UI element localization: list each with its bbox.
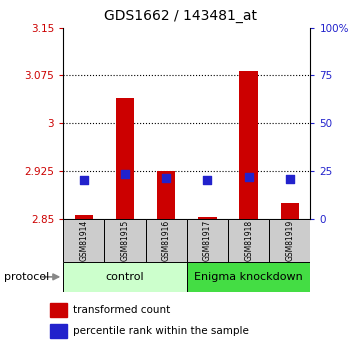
- Bar: [116, 98, 134, 219]
- Bar: [104, 219, 145, 262]
- Bar: [145, 219, 187, 262]
- Point: [246, 174, 252, 180]
- Bar: [280, 203, 299, 219]
- Bar: [50, 303, 67, 317]
- Text: GSM81915: GSM81915: [121, 220, 130, 261]
- Text: control: control: [106, 272, 144, 282]
- Bar: [187, 219, 228, 262]
- Point: [287, 176, 293, 181]
- Text: GSM81918: GSM81918: [244, 220, 253, 261]
- Text: GDS1662 / 143481_at: GDS1662 / 143481_at: [104, 9, 257, 23]
- Bar: [63, 262, 187, 292]
- Point: [122, 172, 128, 177]
- Bar: [187, 262, 310, 292]
- Bar: [228, 219, 269, 262]
- Bar: [63, 219, 104, 262]
- Text: Enigma knockdown: Enigma knockdown: [194, 272, 303, 282]
- Bar: [50, 324, 67, 338]
- Bar: [74, 215, 93, 219]
- Point: [205, 177, 210, 182]
- Text: percentile rank within the sample: percentile rank within the sample: [73, 326, 249, 336]
- Bar: [239, 71, 258, 219]
- Bar: [269, 219, 310, 262]
- Bar: [198, 217, 217, 219]
- Text: GSM81917: GSM81917: [203, 220, 212, 261]
- Text: GSM81916: GSM81916: [162, 220, 171, 261]
- Bar: [157, 170, 175, 219]
- Text: GSM81919: GSM81919: [285, 220, 294, 261]
- Point: [163, 176, 169, 181]
- Point: [81, 177, 87, 182]
- Text: GSM81914: GSM81914: [79, 220, 88, 261]
- Text: transformed count: transformed count: [73, 305, 170, 315]
- Text: protocol: protocol: [4, 272, 49, 282]
